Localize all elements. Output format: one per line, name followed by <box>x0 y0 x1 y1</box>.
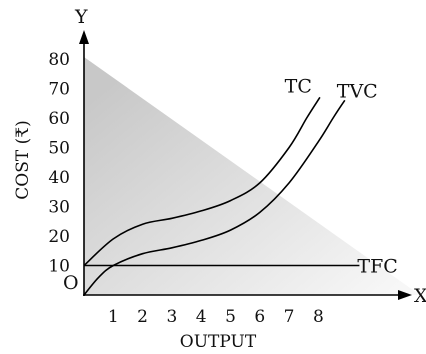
x-tick-label: 7 <box>284 307 295 327</box>
x-tick-label: 8 <box>313 307 324 327</box>
x-tick-label: 1 <box>108 307 119 327</box>
x-axis-arrow <box>398 290 412 300</box>
y-tick-label: 10 <box>48 257 70 277</box>
x-axis-letter: X <box>414 285 426 307</box>
background-triangle <box>84 57 420 295</box>
y-tick-label: 20 <box>48 227 70 247</box>
y-axis-arrow <box>79 30 89 44</box>
series-label-tvc: TVC <box>337 80 378 102</box>
x-tick-label: 3 <box>166 307 177 327</box>
series-line-tvc <box>83 99 346 296</box>
y-tick-label: 30 <box>48 198 70 218</box>
x-tick-label: 6 <box>254 307 265 327</box>
y-axis-letter: Y <box>74 6 88 28</box>
origin-label: O <box>63 272 79 294</box>
y-tick-label: 70 <box>48 80 70 100</box>
y-tick-label: 50 <box>48 139 70 159</box>
x-tick-label: 4 <box>196 307 207 327</box>
series-line-tc <box>83 96 321 267</box>
y-tick-label: 60 <box>48 109 70 129</box>
x-tick-label: 2 <box>137 307 148 327</box>
x-axis-title: OUTPUT <box>180 332 257 352</box>
series-label-tc: TC <box>285 75 312 97</box>
y-tick-label: 80 <box>48 50 70 70</box>
x-tick-label: 5 <box>225 307 236 327</box>
y-axis-title: COST (₹) <box>13 120 33 199</box>
y-tick-label: 40 <box>48 168 70 188</box>
series-label-tfc: TFC <box>357 256 397 278</box>
